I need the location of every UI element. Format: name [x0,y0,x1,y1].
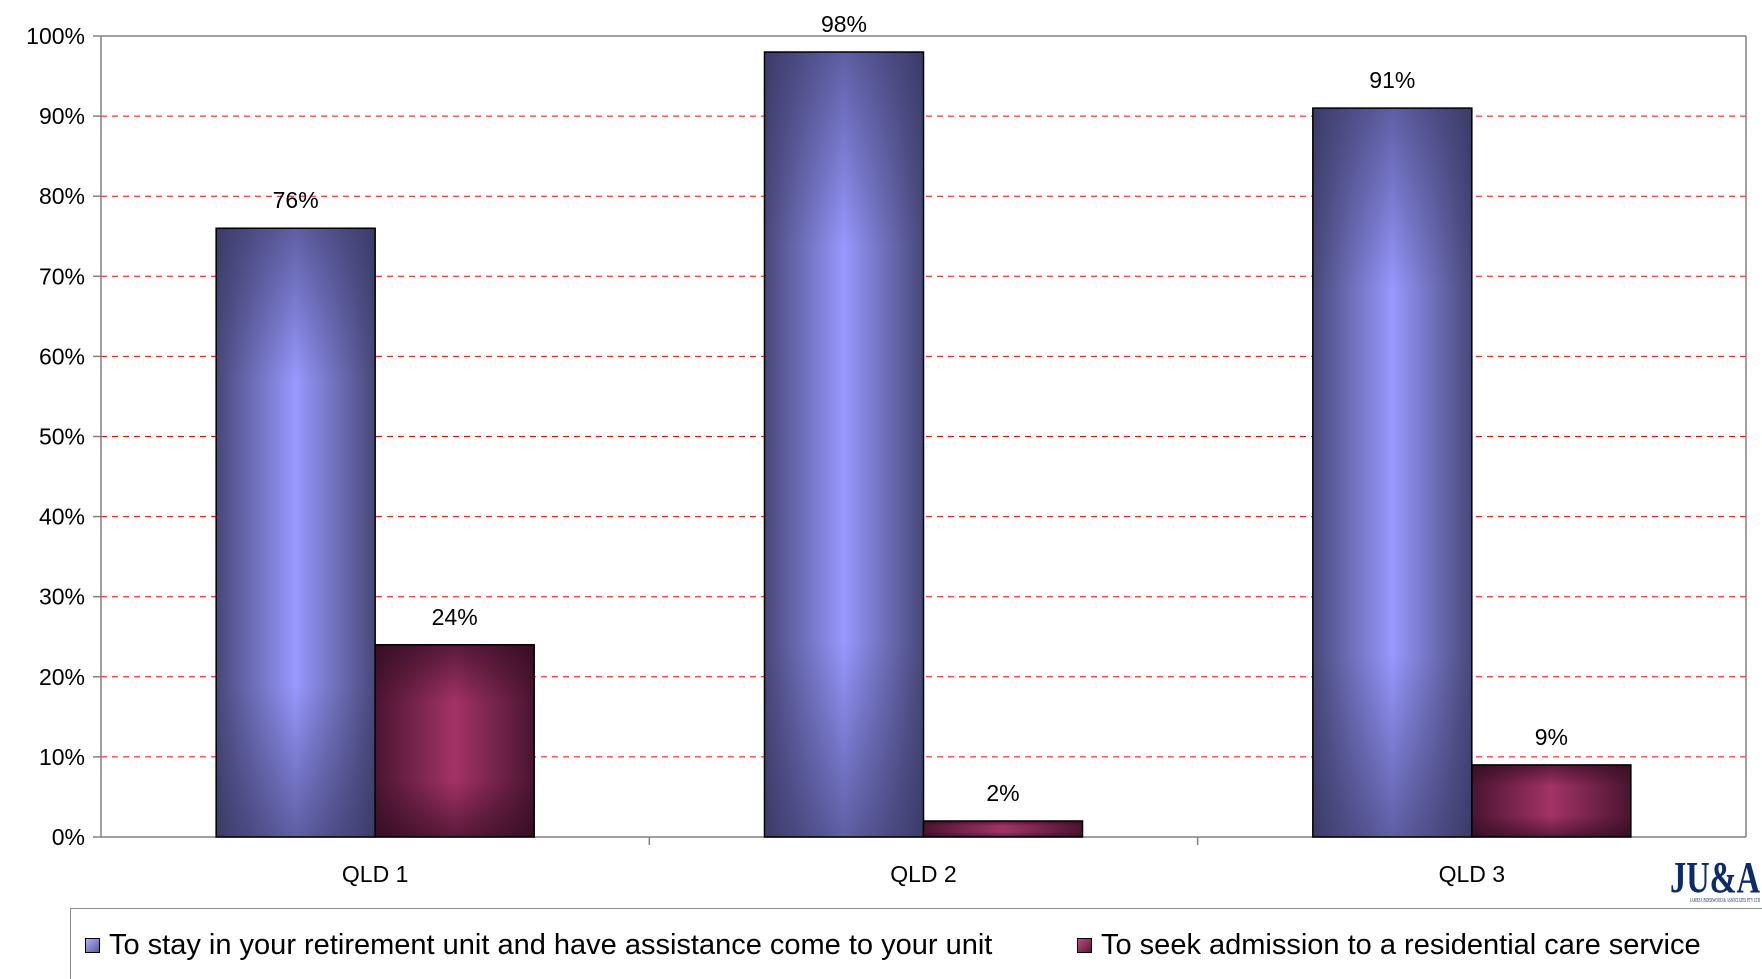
data-label: 9% [1535,724,1568,750]
y-tick-label: 80% [39,183,85,209]
logo-subtext: JAMES UNDERWOOD & ASSOCIATES PTY LTD [1690,898,1760,904]
legend-item-stay: To stay in your retirement unit and have… [85,929,992,962]
y-tick-label: 90% [39,103,85,129]
x-tick-label: QLD 2 [890,861,956,887]
data-label: 24% [432,604,478,630]
bar-shade-stay [1312,107,1473,838]
bar-chart: 0% 10% 20% 30% 40% 50% 60% 70% 80% 90% 100% QLD 1 QL… [26,11,1747,887]
y-tick-label: 0% [52,824,85,850]
bar-shade-seek [1471,764,1632,838]
bar-shade-seek [922,820,1084,838]
data-label: 76% [273,187,319,213]
data-labels: 76% 24% 98% 2% 91% 9% [273,11,1568,806]
x-tick-label: QLD 3 [1439,861,1505,887]
y-tick-label: 30% [39,584,85,610]
legend: To stay in your retirement unit and have… [70,908,1762,979]
x-tick-label: QLD 1 [342,861,408,887]
y-tick-label: 10% [39,744,85,770]
bar-shade-stay [763,51,925,838]
y-tick-label: 60% [39,343,85,369]
legend-label-stay: To stay in your retirement unit and have… [109,929,993,961]
bar-shade-stay [215,227,376,838]
legend-label-seek: To seek admission to a residential care … [1101,929,1701,961]
logo-text: JU&A [1670,853,1760,902]
axes: 0% 10% 20% 30% 40% 50% 60% 70% 80% 90% 100% QLD 1 QL… [26,23,1747,887]
y-tick-label: 20% [39,664,85,690]
data-label: 91% [1369,67,1415,93]
y-tick-label: 50% [39,424,85,450]
bar-shade-seek [374,644,535,838]
legend-swatch-stay [85,938,100,953]
legend-swatch-seek [1077,938,1092,953]
legend-item-seek: To seek admission to a residential care … [1077,929,1701,962]
bars [215,51,1632,838]
y-tick-label: 40% [39,504,85,530]
data-label: 2% [986,780,1019,806]
data-label: 98% [821,11,867,37]
company-logo: JU&A JAMES UNDERWOOD & ASSOCIATES PTY LT… [1670,853,1760,904]
y-tick-label: 100% [26,23,85,49]
y-tick-label: 70% [39,263,85,289]
